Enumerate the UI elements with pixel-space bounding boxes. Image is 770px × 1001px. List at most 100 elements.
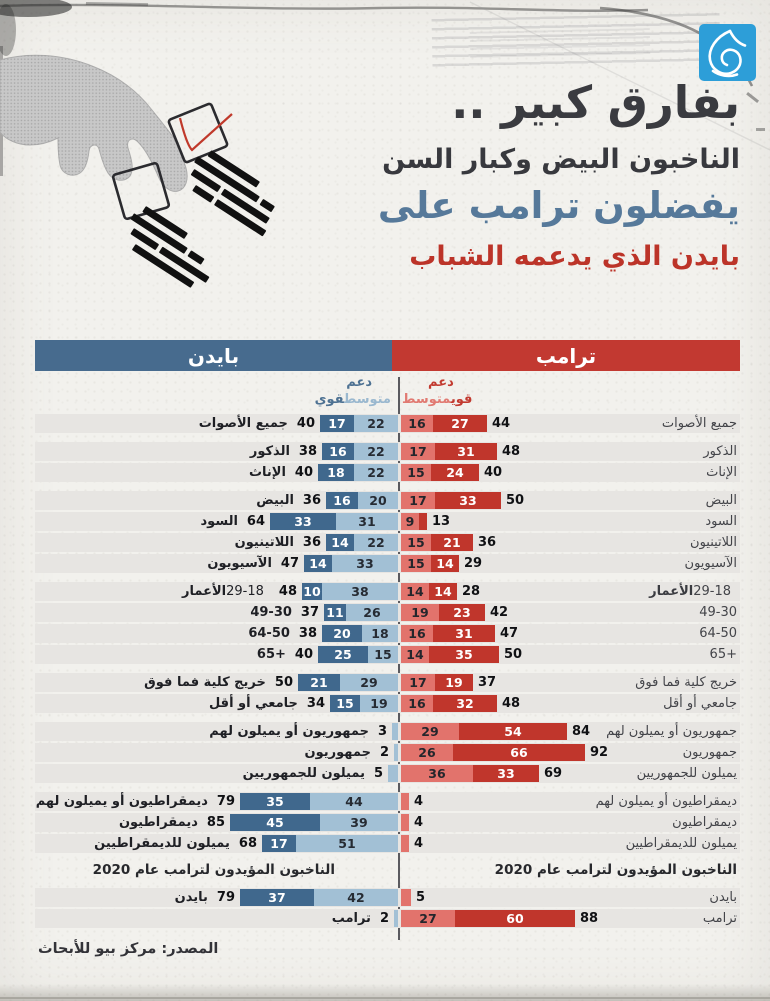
title-line-1: بفارق كبير .. xyxy=(451,76,740,129)
biden-segment-dark: 16 xyxy=(322,443,354,460)
row-label-left: الإناث xyxy=(248,465,286,480)
trump-total: 47 xyxy=(500,626,519,641)
biden-segment-light: 29 xyxy=(340,674,398,691)
biden-segment-dark: 18 xyxy=(318,464,354,481)
trump-segment-dark: 33 xyxy=(435,492,501,509)
chart-row: الذكور 38 16 22 17 31 48 الذكور xyxy=(0,442,770,461)
trump-segment-dark: 23 xyxy=(439,604,485,621)
trump-segment-light: 15 xyxy=(401,464,431,481)
trump-bar: 17 19 37 xyxy=(401,674,496,691)
trump-segment-light: 14 xyxy=(401,583,429,600)
trump-segment-light: 29 xyxy=(401,723,459,740)
biden-segment-light: 31 xyxy=(336,513,398,530)
trump-bar: 15 14 29 xyxy=(401,555,482,572)
trump-bar: 4 xyxy=(401,835,423,852)
trump-total: 37 xyxy=(478,675,497,690)
biden-segment-dark: 10 xyxy=(302,583,322,600)
biden-segment-light: 22 xyxy=(354,464,398,481)
biden-segment-light: 15 xyxy=(368,646,398,663)
trump-segment-dark xyxy=(419,513,427,530)
trump-bar: 5 xyxy=(401,889,425,906)
biden-segment-light xyxy=(394,744,398,761)
trump-segment-light: 19 xyxy=(401,604,439,621)
row-group: ديمقراطيون أو يميلون لهم 79 35 44 4 ديمقراطيو… xyxy=(0,792,770,853)
trump-total: 50 xyxy=(506,493,525,508)
biden-segment-light xyxy=(388,765,398,782)
trump-segment-dark: 60 xyxy=(455,910,575,927)
row-group: 29-18الأعمار 48 10 38 14 14 28 29-18الأعمار 49-3… xyxy=(0,582,770,664)
chart-row: 64-50 38 20 18 16 31 47 64-50 xyxy=(0,624,770,643)
row-group: الذكور 38 16 22 17 31 48 الذكور الإناث 40 18 22 15 24… xyxy=(0,442,770,482)
row-label-left: 64-50 xyxy=(248,626,290,641)
row-label-right: 49-30 xyxy=(699,605,737,620)
trump-total: 4 xyxy=(414,815,424,830)
row-label-right: جميع الأصوات xyxy=(661,416,737,431)
biden-bar: جمهوريون أو يميلون لهم 3 xyxy=(209,723,398,740)
trump-segment-dark: 32 xyxy=(433,695,497,712)
chart-row: خريج كلية فما فوق 50 21 29 17 19 37 خريج كلية ف… xyxy=(0,673,770,692)
trump-segment-dark: 27 xyxy=(433,415,487,432)
biden-segment-dark: 37 xyxy=(240,889,314,906)
trump-total: 88 xyxy=(580,911,599,926)
biden-segment-light: 19 xyxy=(360,695,398,712)
trump-bar: 17 31 48 xyxy=(401,443,520,460)
biden-segment-light xyxy=(394,910,398,927)
row-label-right: خريج كلية فما فوق xyxy=(635,675,737,690)
biden-segment-light: 22 xyxy=(354,534,398,551)
trump-segment-light: 15 xyxy=(401,555,431,572)
row-label-left: يميلون للجمهوريين xyxy=(242,766,365,781)
trump-segment-light xyxy=(401,889,411,906)
trump-segment-dark: 24 xyxy=(431,464,479,481)
trump-bar: 4 xyxy=(401,814,423,831)
biden-segment-light: 22 xyxy=(354,443,398,460)
row-label-left: جمهوريون أو يميلون لهم xyxy=(209,724,369,739)
section-header-right: الناخبون المؤيدون لترامب عام 2020 xyxy=(494,862,737,878)
biden-segment-light: 18 xyxy=(362,625,398,642)
biden-bar: الإناث 40 18 22 xyxy=(249,464,398,481)
row-label-right: يميلون للجمهوريين xyxy=(636,766,737,781)
trump-bar: 14 14 28 xyxy=(401,583,480,600)
biden-segment-light: 20 xyxy=(358,492,398,509)
chart-row: ديمقراطيون أو يميلون لهم 79 35 44 4 ديمقراطيو… xyxy=(0,792,770,811)
voting-hand-illustration xyxy=(0,54,275,288)
trump-total: 69 xyxy=(544,766,563,781)
redacted-text-bars-lower xyxy=(130,206,210,288)
row-label-left: ديمقراطيون xyxy=(118,815,198,830)
biden-legend-moderate: متوسط xyxy=(344,391,391,407)
row-label-left: ترامب xyxy=(331,911,371,926)
biden-segment-light: 26 xyxy=(346,604,398,621)
trump-total: 5 xyxy=(416,890,426,905)
trump-segment-light: 16 xyxy=(401,695,433,712)
biden-segment-light: 22 xyxy=(354,415,398,432)
biden-segment-light: 42 xyxy=(314,889,398,906)
row-label-right: الإناث xyxy=(706,465,737,480)
trump-bar: 16 31 47 xyxy=(401,625,518,642)
biden-segment-dark: 45 xyxy=(230,814,320,831)
row-label-right: بايدن xyxy=(709,890,737,905)
al-jazeera-calligraphy-icon xyxy=(708,29,747,78)
trump-total: 36 xyxy=(478,535,497,550)
trump-header-bar: ترامب xyxy=(392,340,740,371)
row-label-right: يميلون للديمقراطيين xyxy=(625,836,737,851)
row-label-right: السود xyxy=(705,514,737,529)
row-label-left: جمهوريون xyxy=(304,745,371,760)
biden-segment-dark: 17 xyxy=(262,835,296,852)
biden-total: 38 xyxy=(298,444,317,459)
biden-bar: بايدن 79 37 42 xyxy=(175,889,398,906)
trump-segment-light xyxy=(401,814,409,831)
section-header-2020: الناخبون المؤيدون لترامب عام 2020 الناخبو… xyxy=(0,862,770,882)
title-line-3: يفضلون ترامب على xyxy=(377,183,740,227)
row-label-left: الآسيويون xyxy=(207,556,272,571)
biden-total: 79 xyxy=(216,794,235,809)
row-label-left: 49-30 xyxy=(250,605,292,620)
red-check-mark-icon xyxy=(178,113,233,152)
trump-segment-dark: 14 xyxy=(431,555,459,572)
biden-total: 48 xyxy=(278,584,297,599)
biden-total: 68 xyxy=(238,836,257,851)
chart-row: الإناث 40 18 22 15 24 40 الإناث xyxy=(0,463,770,482)
trump-bar: 36 33 69 xyxy=(401,765,562,782)
row-label-right: الذكور xyxy=(703,444,737,459)
trump-total: 29 xyxy=(464,556,483,571)
newsprint-texture-2 xyxy=(469,28,651,58)
